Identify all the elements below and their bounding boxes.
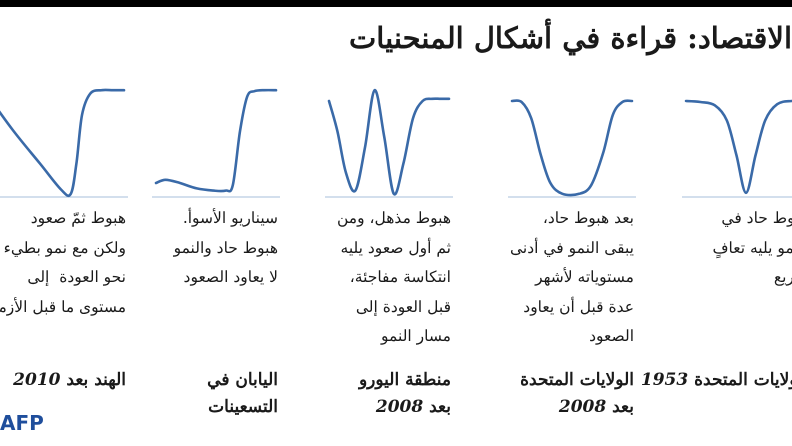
- label-text: الولايات المتحدة: [520, 370, 634, 390]
- label-date: 2008: [375, 397, 424, 417]
- series-line-u: [510, 99, 634, 197]
- afp-logo: AFP: [0, 411, 44, 435]
- label-text: اليابان في: [207, 370, 278, 390]
- page-title: الاقتصاد: قراءة في أشكال المنحنيات: [348, 21, 792, 55]
- label-date: 2008: [558, 397, 607, 417]
- label-text: الولايات المتحدة: [694, 370, 792, 390]
- label-text: التسعينات: [208, 397, 278, 417]
- curve-label: اليابان في التسعينات: [207, 367, 278, 421]
- curve-label: الهند بعد 2010: [13, 367, 126, 394]
- chart-panel-check: هبوط ثمّ صعود ولكن مع نمو بطيء نحو العود…: [0, 80, 128, 420]
- label-text: بعد: [423, 397, 451, 417]
- curve-description: سيناريو الأسوأ. هبوط حاد والنمو لا يعاود…: [173, 209, 278, 286]
- series-line-v: [684, 99, 792, 195]
- curve-label: الولايات المتحدة بعد 2008: [520, 367, 634, 421]
- curve-description: هبوط ثمّ صعود ولكن مع نمو بطيء نحو العود…: [0, 209, 126, 316]
- curve-description: بعد هبوط حاد، يبقى النمو في أدنى مستويات…: [510, 209, 634, 345]
- chart-panel-v: هبوط حاد في النمو يليه تعافٍ سريع الولايا…: [641, 80, 792, 420]
- curve-label: الولايات المتحدة 1953: [641, 367, 792, 394]
- curve-chart: [152, 88, 280, 198]
- series-line-w: [327, 88, 451, 196]
- label-date: 1953: [640, 370, 689, 390]
- curve-chart: [508, 99, 636, 198]
- label-text: بعد: [606, 397, 634, 417]
- curve-description: هبوط مذهل، ومن ثم أول صعود يليه انتكاسة …: [337, 209, 451, 345]
- chart-panel-l: سيناريو الأسوأ. هبوط حاد والنمو لا يعاود…: [152, 80, 280, 420]
- chart-panel-u: بعد هبوط حاد، يبقى النمو في أدنى مستويات…: [508, 80, 636, 420]
- label-text: الهند بعد: [60, 370, 126, 390]
- top-bar: [0, 0, 792, 7]
- series-line-l: [154, 88, 278, 193]
- chart-panel-w: هبوط مذهل، ومن ثم أول صعود يليه انتكاسة …: [325, 80, 453, 420]
- label-text: منطقة اليورو: [358, 370, 451, 390]
- curve-label: منطقة اليورو بعد 2008: [359, 367, 451, 421]
- curve-chart: [682, 99, 792, 198]
- curve-chart: [325, 88, 453, 198]
- curve-chart: [0, 88, 128, 198]
- curve-description: هبوط حاد في النمو يليه تعافٍ سريع: [712, 209, 792, 286]
- series-line-check: [0, 88, 126, 198]
- label-date: 2010: [13, 370, 61, 390]
